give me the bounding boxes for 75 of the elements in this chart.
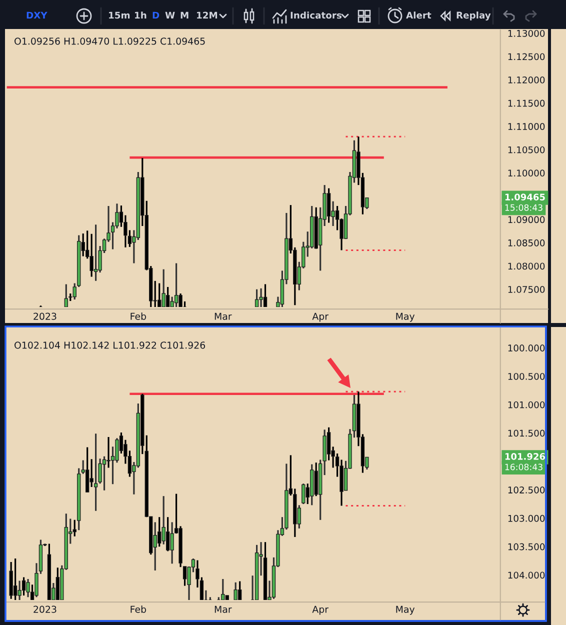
annotation: O1.09256 H1.09470 L1.09225 C1.09465 xyxy=(14,38,205,45)
x-tick-label: 2023 xyxy=(34,606,56,613)
y-tick-label: 100.500 xyxy=(508,372,545,380)
candlestick xyxy=(106,436,110,468)
text: 1.09465 xyxy=(505,194,545,200)
candlestick xyxy=(314,462,318,497)
y-tick-label: 1.08000 xyxy=(508,262,545,270)
y-tick-label: 1.11500 xyxy=(508,100,545,107)
candlestick xyxy=(26,578,30,598)
candlestick xyxy=(166,516,170,552)
x-tick-label: Mar xyxy=(214,312,232,320)
x-tick-label: Feb xyxy=(130,312,146,320)
y-tick-label: 1.10500 xyxy=(508,146,545,154)
y-tick-label: 1.13000 xyxy=(508,30,545,37)
candlestick xyxy=(238,580,242,600)
candlestick xyxy=(94,432,98,512)
candlestick xyxy=(85,446,90,493)
candlestick xyxy=(166,286,170,307)
candlestick xyxy=(64,283,68,307)
x-tick-label: Apr xyxy=(312,312,329,322)
y-tick-label: 101.500 xyxy=(508,430,545,437)
text: 15m xyxy=(109,12,130,19)
candlestick xyxy=(56,566,60,600)
candlestick xyxy=(302,482,306,505)
y-tick-label: 1.12000 xyxy=(508,76,545,84)
y-tick-label: 102.500 xyxy=(508,486,545,494)
candlestick xyxy=(178,292,182,307)
text: 15:08:43 xyxy=(505,204,542,211)
candlestick xyxy=(259,288,263,307)
annotation: O102.104 H102.142 L101.922 C101.926 xyxy=(14,342,206,349)
y-tick-label: 1.12500 xyxy=(508,53,545,60)
candlestick xyxy=(170,521,174,564)
x-tick-label: Feb xyxy=(130,606,146,613)
candlestick xyxy=(162,268,166,307)
text: Replay xyxy=(456,12,491,20)
y-tick-label: 1.08500 xyxy=(508,239,545,246)
candlestick xyxy=(254,288,259,307)
text: M xyxy=(180,12,188,19)
candlestick xyxy=(158,516,162,548)
candlestick xyxy=(90,233,94,278)
y-tick-label: 1.09000 xyxy=(508,216,545,224)
x-tick-label: Apr xyxy=(312,606,329,615)
candlestick xyxy=(13,558,18,600)
y-tick-label: 1.11000 xyxy=(508,123,545,130)
candlestick xyxy=(94,224,98,282)
text: Alert xyxy=(406,12,432,19)
text: 101.926 xyxy=(505,453,546,460)
x-tick-label: Mar xyxy=(214,606,232,613)
text: DXY xyxy=(26,12,48,19)
candlestick xyxy=(221,578,225,600)
y-tick-label: 101.000 xyxy=(508,401,545,408)
candlestick xyxy=(234,582,238,600)
y-tick-label: 103.500 xyxy=(508,543,545,550)
candlestick xyxy=(18,580,22,600)
text: 1h xyxy=(135,12,146,19)
x-tick-label: 2023 xyxy=(34,312,56,320)
text: 12M xyxy=(197,12,218,19)
candlestick xyxy=(22,576,26,596)
candlestick xyxy=(326,187,331,224)
candlestick xyxy=(158,282,162,307)
y-tick-label: 1.10000 xyxy=(508,170,545,177)
x-tick-label: May xyxy=(396,312,415,322)
x-tick-label: May xyxy=(396,606,415,615)
y-tick-label: 100.000 xyxy=(508,344,545,352)
candlestick xyxy=(326,426,331,462)
text: D xyxy=(152,12,160,19)
y-tick-label: 103.000 xyxy=(508,514,545,522)
text: Indicators xyxy=(290,12,342,19)
candlestick xyxy=(102,456,106,492)
text: W xyxy=(165,12,175,19)
y-tick-label: 1.07500 xyxy=(508,286,545,293)
candlestick xyxy=(174,262,178,307)
y-tick-label: 104.000 xyxy=(508,572,545,579)
text: 16:08:43 xyxy=(505,464,542,470)
candlestick xyxy=(263,283,268,307)
